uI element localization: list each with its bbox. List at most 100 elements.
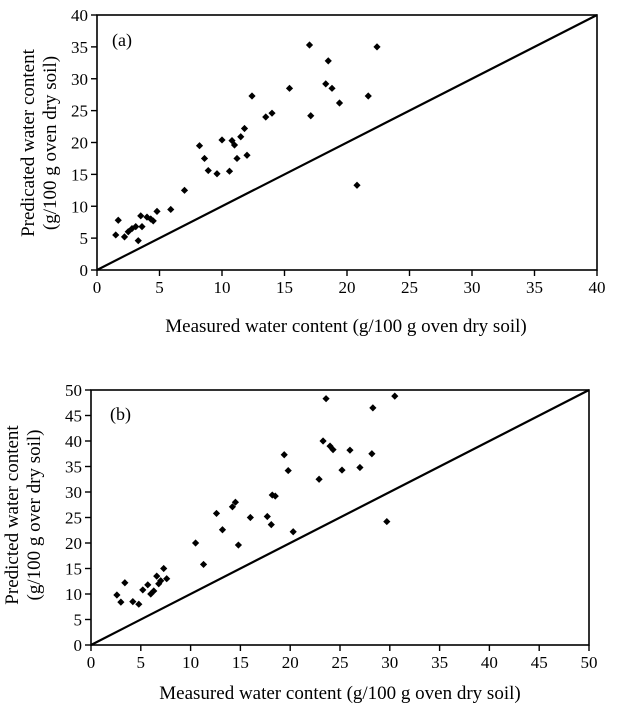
y-tick-label-b: 5 — [74, 611, 83, 630]
x-axis-label-a: Measured water content (g/100 g oven dry… — [165, 316, 526, 337]
y-axis-label-a-line2: (g/100 g oven dry soil) — [40, 56, 61, 230]
data-point-b — [153, 572, 161, 580]
y-tick-label-a: 0 — [80, 261, 89, 280]
data-point-b — [329, 446, 337, 454]
x-tick-label-a: 5 — [155, 278, 164, 297]
y-tick-label-b: 45 — [65, 407, 82, 426]
x-tick-label-b: 30 — [381, 653, 398, 672]
y-tick-label-b: 0 — [74, 636, 83, 655]
data-point-b — [129, 598, 137, 606]
x-tick-label-a: 35 — [526, 278, 543, 297]
data-point-a — [335, 99, 344, 107]
x-tick-label-a: 20 — [339, 278, 356, 297]
data-point-b — [212, 509, 221, 518]
x-tick-label-b: 5 — [137, 653, 146, 672]
data-point-a — [137, 212, 145, 220]
data-point-b — [199, 560, 208, 569]
y-tick-label-b: 10 — [65, 585, 82, 604]
data-point-b — [157, 577, 165, 585]
data-point-a — [195, 142, 204, 150]
x-tick-label-b: 40 — [481, 653, 498, 672]
data-point-a — [120, 233, 129, 241]
x-tick-label-b: 35 — [431, 653, 448, 672]
data-point-b — [234, 541, 243, 549]
one-to-one-line-b — [90, 389, 590, 646]
data-point-a — [240, 124, 249, 133]
data-point-a — [112, 231, 120, 239]
data-point-b — [271, 492, 279, 500]
scatter-panel-a: 0 5 10 15 20 25 30 35 40 0 5 10 15 20 25 30 35 40 (a) Mea… — [18, 6, 606, 337]
data-point-b — [315, 475, 323, 483]
y-tick-label-a: 35 — [71, 38, 88, 57]
data-point-a — [225, 167, 234, 175]
data-point-b — [231, 498, 240, 506]
data-point-a — [305, 41, 314, 49]
data-point-b — [246, 513, 254, 522]
y-tick-label-a: 5 — [80, 229, 89, 248]
data-point-b — [150, 587, 158, 595]
data-point-a — [167, 205, 175, 214]
x-tick-label-b: 15 — [232, 653, 249, 672]
y-tick-label-b: 15 — [65, 560, 82, 579]
x-tick-label-a: 0 — [93, 278, 102, 297]
data-point-a — [268, 109, 276, 117]
data-point-a — [243, 151, 251, 159]
data-point-b — [263, 512, 271, 521]
data-point-a — [233, 154, 241, 163]
data-point-a — [153, 207, 161, 215]
x-tick-label-a: 25 — [401, 278, 418, 297]
data-point-b — [326, 442, 334, 450]
data-point-b — [191, 539, 200, 547]
data-point-b — [121, 579, 129, 587]
data-point-a — [248, 92, 256, 100]
data-point-b — [280, 451, 288, 459]
data-point-a — [328, 84, 336, 92]
data-point-b — [139, 586, 147, 594]
panel-label-b: (b) — [110, 404, 131, 425]
x-tick-label-b: 50 — [581, 653, 598, 672]
y-tick-label-b: 50 — [65, 381, 82, 400]
data-point-b — [383, 517, 391, 526]
x-tick-label-a: 10 — [214, 278, 231, 297]
data-point-b — [117, 598, 125, 606]
data-point-a — [230, 141, 239, 149]
data-point-a — [353, 181, 361, 189]
y-tick-label-a: 20 — [71, 134, 88, 153]
y-tick-label-b: 30 — [65, 483, 82, 502]
x-tick-label-b: 45 — [531, 653, 548, 672]
x-tick-label-a: 40 — [589, 278, 606, 297]
x-tick-label-a: 30 — [464, 278, 481, 297]
y-tick-label-a: 15 — [71, 165, 88, 184]
data-point-a — [218, 136, 226, 144]
data-point-b — [356, 463, 364, 472]
data-point-a — [132, 223, 140, 231]
data-point-a — [324, 57, 332, 65]
data-point-a — [213, 170, 221, 178]
data-point-a — [237, 133, 245, 141]
y-tick-label-a: 25 — [71, 102, 88, 121]
x-tick-label-b: 25 — [332, 653, 349, 672]
data-point-b — [391, 392, 399, 400]
data-point-a — [114, 216, 122, 224]
data-point-a — [307, 112, 315, 120]
data-point-a — [134, 237, 142, 245]
x-axis-label-b: Measured water content (g/100 g oven dry… — [159, 683, 520, 704]
x-tick-label-a: 15 — [276, 278, 293, 297]
y-tick-label-b: 25 — [65, 509, 82, 528]
data-point-b — [113, 591, 121, 599]
data-point-b — [368, 450, 376, 458]
y-axis-label-a-line1: Predicated water content — [18, 48, 39, 237]
y-tick-label-a: 30 — [71, 70, 88, 89]
data-point-b — [160, 564, 168, 573]
data-point-a — [138, 223, 146, 231]
one-to-one-line-a — [96, 14, 598, 271]
y-tick-label-b: 40 — [65, 432, 82, 451]
y-tick-label-a: 40 — [71, 6, 88, 25]
data-point-a — [285, 84, 294, 92]
data-point-b — [163, 575, 171, 583]
plot-area-b: 0 5 10 15 20 25 30 35 40 45 50 0 5 10 15 20 25 30 35 40 45 50 — [65, 381, 598, 672]
plot-area-a: 0 5 10 15 20 25 30 35 40 0 5 10 15 20 25 30 35 40 — [71, 6, 606, 297]
y-axis-label-b-line2: (g/100 g over dry soil) — [24, 430, 45, 601]
data-point-b — [289, 528, 297, 536]
x-tick-label-b: 0 — [87, 653, 96, 672]
